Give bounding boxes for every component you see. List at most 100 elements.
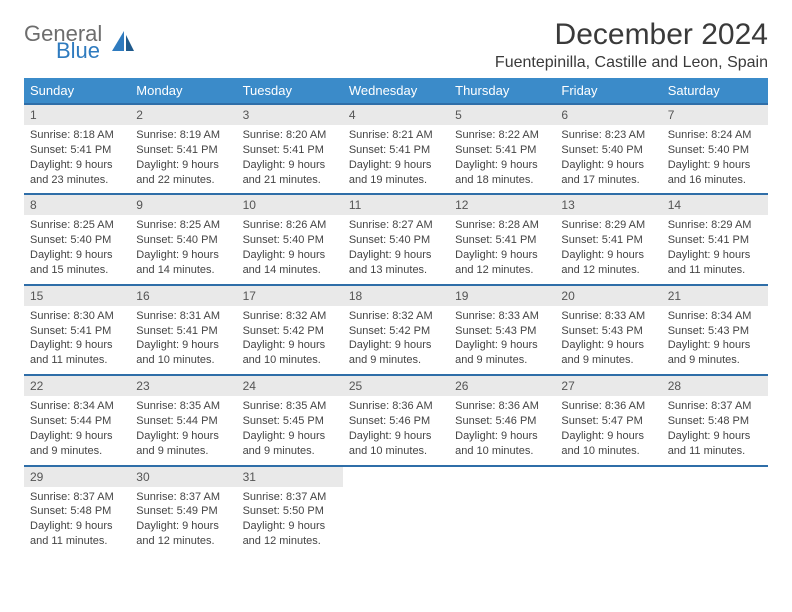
day-number: 17 — [237, 286, 343, 306]
calendar-day-cell: 30Sunrise: 8:37 AMSunset: 5:49 PMDayligh… — [130, 466, 236, 555]
day-line-d2: and 9 minutes. — [455, 353, 549, 368]
day-number: 19 — [449, 286, 555, 306]
day-number: 24 — [237, 376, 343, 396]
day-line-ss: Sunset: 5:41 PM — [668, 233, 762, 248]
day-line-ss: Sunset: 5:48 PM — [668, 414, 762, 429]
day-line-d2: and 18 minutes. — [455, 173, 549, 188]
day-details: Sunrise: 8:34 AMSunset: 5:44 PMDaylight:… — [24, 396, 130, 464]
day-line-d1: Daylight: 9 hours — [561, 338, 655, 353]
day-line-sr: Sunrise: 8:24 AM — [668, 128, 762, 143]
day-line-sr: Sunrise: 8:19 AM — [136, 128, 230, 143]
calendar-day-cell: 3Sunrise: 8:20 AMSunset: 5:41 PMDaylight… — [237, 104, 343, 194]
day-line-sr: Sunrise: 8:33 AM — [561, 309, 655, 324]
day-number: 21 — [662, 286, 768, 306]
day-line-ss: Sunset: 5:47 PM — [561, 414, 655, 429]
day-line-d1: Daylight: 9 hours — [136, 429, 230, 444]
day-line-ss: Sunset: 5:41 PM — [455, 233, 549, 248]
day-details: Sunrise: 8:37 AMSunset: 5:48 PMDaylight:… — [662, 396, 768, 464]
day-details: Sunrise: 8:21 AMSunset: 5:41 PMDaylight:… — [343, 125, 449, 193]
logo-text: General Blue — [24, 24, 102, 62]
day-line-sr: Sunrise: 8:32 AM — [243, 309, 337, 324]
day-line-d2: and 23 minutes. — [30, 173, 124, 188]
day-number: 8 — [24, 195, 130, 215]
calendar-day-cell: 12Sunrise: 8:28 AMSunset: 5:41 PMDayligh… — [449, 194, 555, 284]
calendar-week-row: 8Sunrise: 8:25 AMSunset: 5:40 PMDaylight… — [24, 194, 768, 284]
day-line-sr: Sunrise: 8:25 AM — [136, 218, 230, 233]
day-details: Sunrise: 8:24 AMSunset: 5:40 PMDaylight:… — [662, 125, 768, 193]
day-line-d2: and 12 minutes. — [243, 534, 337, 549]
day-line-sr: Sunrise: 8:37 AM — [136, 490, 230, 505]
day-details: Sunrise: 8:29 AMSunset: 5:41 PMDaylight:… — [662, 215, 768, 283]
day-line-d1: Daylight: 9 hours — [668, 158, 762, 173]
day-line-d1: Daylight: 9 hours — [30, 248, 124, 263]
weekday-header: Tuesday — [237, 78, 343, 104]
day-number: 10 — [237, 195, 343, 215]
day-number: 23 — [130, 376, 236, 396]
day-line-d1: Daylight: 9 hours — [668, 429, 762, 444]
day-line-d2: and 9 minutes. — [349, 353, 443, 368]
day-line-d1: Daylight: 9 hours — [668, 248, 762, 263]
day-line-sr: Sunrise: 8:27 AM — [349, 218, 443, 233]
day-details: Sunrise: 8:37 AMSunset: 5:48 PMDaylight:… — [24, 487, 130, 555]
day-number: 25 — [343, 376, 449, 396]
day-line-sr: Sunrise: 8:26 AM — [243, 218, 337, 233]
day-details: Sunrise: 8:25 AMSunset: 5:40 PMDaylight:… — [130, 215, 236, 283]
calendar-day-cell: 2Sunrise: 8:19 AMSunset: 5:41 PMDaylight… — [130, 104, 236, 194]
calendar-day-cell: 1Sunrise: 8:18 AMSunset: 5:41 PMDaylight… — [24, 104, 130, 194]
day-details: Sunrise: 8:25 AMSunset: 5:40 PMDaylight:… — [24, 215, 130, 283]
day-line-d2: and 14 minutes. — [243, 263, 337, 278]
day-line-ss: Sunset: 5:40 PM — [30, 233, 124, 248]
day-line-ss: Sunset: 5:41 PM — [561, 233, 655, 248]
calendar-day-cell: 15Sunrise: 8:30 AMSunset: 5:41 PMDayligh… — [24, 285, 130, 375]
day-line-d2: and 19 minutes. — [349, 173, 443, 188]
day-number: 11 — [343, 195, 449, 215]
day-line-d1: Daylight: 9 hours — [561, 248, 655, 263]
day-line-sr: Sunrise: 8:20 AM — [243, 128, 337, 143]
day-details: Sunrise: 8:33 AMSunset: 5:43 PMDaylight:… — [555, 306, 661, 374]
calendar-day-cell: 11Sunrise: 8:27 AMSunset: 5:40 PMDayligh… — [343, 194, 449, 284]
day-number: 18 — [343, 286, 449, 306]
calendar-day-cell: 24Sunrise: 8:35 AMSunset: 5:45 PMDayligh… — [237, 375, 343, 465]
calendar-day-cell: 28Sunrise: 8:37 AMSunset: 5:48 PMDayligh… — [662, 375, 768, 465]
day-line-ss: Sunset: 5:42 PM — [349, 324, 443, 339]
day-line-sr: Sunrise: 8:35 AM — [136, 399, 230, 414]
day-number: 29 — [24, 467, 130, 487]
day-line-d1: Daylight: 9 hours — [349, 429, 443, 444]
day-line-ss: Sunset: 5:41 PM — [30, 324, 124, 339]
day-details: Sunrise: 8:32 AMSunset: 5:42 PMDaylight:… — [343, 306, 449, 374]
day-line-d2: and 12 minutes. — [455, 263, 549, 278]
day-line-d1: Daylight: 9 hours — [243, 248, 337, 263]
day-number: 28 — [662, 376, 768, 396]
title-block: December 2024 Fuentepinilla, Castille an… — [495, 18, 768, 72]
day-line-d2: and 16 minutes. — [668, 173, 762, 188]
calendar-week-row: 15Sunrise: 8:30 AMSunset: 5:41 PMDayligh… — [24, 285, 768, 375]
day-line-sr: Sunrise: 8:35 AM — [243, 399, 337, 414]
day-line-sr: Sunrise: 8:34 AM — [30, 399, 124, 414]
day-line-d1: Daylight: 9 hours — [243, 158, 337, 173]
calendar-day-cell: 16Sunrise: 8:31 AMSunset: 5:41 PMDayligh… — [130, 285, 236, 375]
day-line-sr: Sunrise: 8:21 AM — [349, 128, 443, 143]
day-line-d2: and 10 minutes. — [243, 353, 337, 368]
day-details: Sunrise: 8:35 AMSunset: 5:44 PMDaylight:… — [130, 396, 236, 464]
calendar-day-cell: 26Sunrise: 8:36 AMSunset: 5:46 PMDayligh… — [449, 375, 555, 465]
day-details: Sunrise: 8:23 AMSunset: 5:40 PMDaylight:… — [555, 125, 661, 193]
day-line-sr: Sunrise: 8:29 AM — [668, 218, 762, 233]
day-line-d2: and 10 minutes. — [349, 444, 443, 459]
day-number: 27 — [555, 376, 661, 396]
day-line-d1: Daylight: 9 hours — [349, 158, 443, 173]
day-line-d2: and 11 minutes. — [30, 353, 124, 368]
calendar-header-row: SundayMondayTuesdayWednesdayThursdayFrid… — [24, 78, 768, 104]
header: General Blue December 2024 Fuentepinilla… — [24, 18, 768, 72]
weekday-header: Friday — [555, 78, 661, 104]
day-line-ss: Sunset: 5:40 PM — [349, 233, 443, 248]
day-line-ss: Sunset: 5:40 PM — [668, 143, 762, 158]
calendar-day-cell: 21Sunrise: 8:34 AMSunset: 5:43 PMDayligh… — [662, 285, 768, 375]
calendar-day-cell: 19Sunrise: 8:33 AMSunset: 5:43 PMDayligh… — [449, 285, 555, 375]
day-number: 30 — [130, 467, 236, 487]
day-line-ss: Sunset: 5:46 PM — [455, 414, 549, 429]
day-number: 13 — [555, 195, 661, 215]
day-line-sr: Sunrise: 8:18 AM — [30, 128, 124, 143]
day-line-sr: Sunrise: 8:30 AM — [30, 309, 124, 324]
day-line-ss: Sunset: 5:45 PM — [243, 414, 337, 429]
day-details: Sunrise: 8:18 AMSunset: 5:41 PMDaylight:… — [24, 125, 130, 193]
